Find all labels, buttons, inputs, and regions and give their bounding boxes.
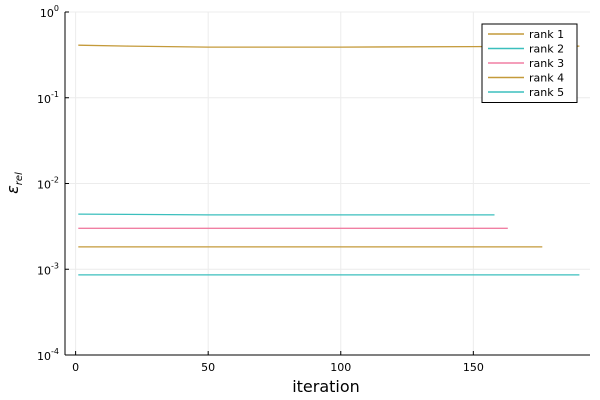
x-axis-title: iteration	[292, 377, 360, 396]
legend-label: rank 2	[529, 43, 564, 56]
x-tick-label: 150	[463, 361, 484, 374]
x-tick-label: 0	[72, 361, 79, 374]
y-tick-label: 10-3	[37, 261, 59, 277]
x-ticks: 0 50 100 150	[72, 351, 484, 374]
y-ticks: 10-4 10-3 10-2 10-1 100	[37, 4, 69, 363]
y-tick-label: 10-4	[37, 347, 59, 363]
grid	[65, 11, 590, 356]
legend-label: rank 1	[529, 28, 564, 41]
legend-label: rank 4	[529, 72, 564, 85]
y-tick-label: 10-2	[37, 176, 59, 192]
series-line-rank-2	[78, 213, 495, 216]
y-tick-label: 100	[40, 4, 59, 20]
x-tick-label: 100	[330, 361, 351, 374]
x-tick-label: 50	[201, 361, 215, 374]
legend-label: rank 5	[529, 86, 564, 99]
y-axis-title: εrel	[3, 172, 25, 194]
y-tick-label: 10-1	[37, 90, 59, 106]
legend-label: rank 3	[529, 57, 564, 70]
